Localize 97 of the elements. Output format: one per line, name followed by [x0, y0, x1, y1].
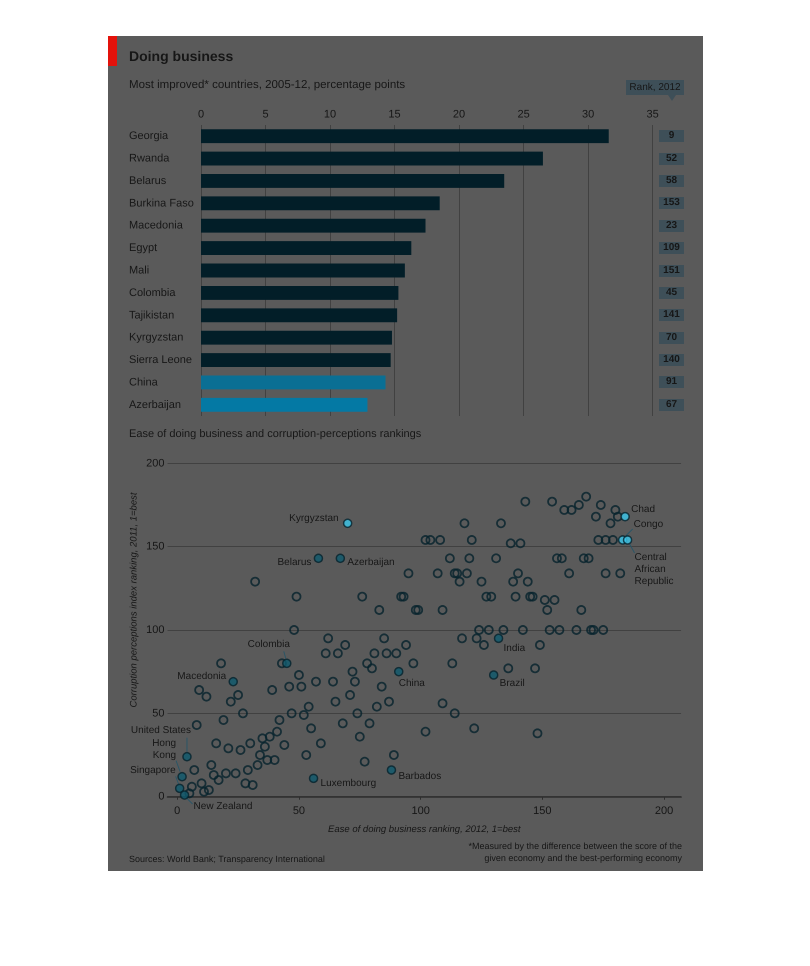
- point: [336, 554, 346, 564]
- x-tick-label: 0: [198, 108, 204, 120]
- y-tick-label: Kyrgyzstan: [129, 332, 184, 344]
- point: [308, 774, 318, 784]
- source-note: Sources: World Bank; Transparency International: [129, 853, 325, 865]
- point: [494, 634, 504, 644]
- bar: [201, 398, 368, 412]
- text: 67: [659, 398, 684, 411]
- y-tick-label: Macedonia: [129, 220, 184, 232]
- point: [182, 752, 192, 762]
- x-tick-label: 35: [646, 108, 659, 120]
- point: [228, 676, 238, 686]
- chart-title: Ease of doing business and corruption-perceptions rankings: [129, 428, 422, 442]
- y-tick-label: Rwanda: [129, 152, 170, 165]
- annotation: Congo: [634, 518, 664, 531]
- point: [180, 790, 190, 800]
- annotation: Central African Republic: [634, 552, 674, 588]
- text: 9: [659, 130, 684, 142]
- annotation: Belarus: [278, 557, 312, 570]
- bar: [201, 241, 412, 256]
- y-tick-label: 50: [152, 707, 164, 720]
- y-tick-label: Mali: [129, 264, 150, 276]
- x-tick-label: 100: [411, 805, 430, 818]
- y-tick-label: China: [129, 376, 159, 388]
- text: 91: [659, 376, 684, 388]
- text: *Measured by the difference between the score of the given economy and the best-performing economy: [468, 840, 682, 864]
- bar: [201, 375, 386, 390]
- point: [386, 765, 396, 775]
- y-tick-label: Burkina Faso: [129, 197, 194, 210]
- point: [342, 518, 352, 528]
- point: [314, 554, 324, 564]
- bar: [201, 264, 405, 278]
- x-axis-title: Ease of doing business ranking, 2012, 1=best: [328, 824, 521, 836]
- annotation: Barbados: [398, 771, 442, 784]
- x-tick-label: 200: [654, 805, 674, 818]
- bar: [201, 152, 543, 166]
- y-tick-label: Georgia: [129, 130, 170, 142]
- x-tick-label: 10: [324, 108, 336, 120]
- annotation: Brazil: [500, 678, 525, 690]
- bar: [201, 330, 392, 345]
- annotation: New Zealand: [194, 801, 252, 814]
- y-tick-label: Azerbaijan: [129, 398, 181, 411]
- text: Rank, 2012: [626, 80, 684, 95]
- x-tick-label: 30: [582, 108, 594, 120]
- annotation: Singapore: [130, 765, 176, 778]
- annotation: India: [504, 643, 526, 656]
- y-tick-label: Tajikistan: [129, 309, 174, 322]
- annotation: Kyrgyzstan: [289, 513, 339, 526]
- y-tick-label: Egypt: [129, 242, 158, 254]
- y-tick-label: 150: [146, 540, 164, 553]
- x-tick-label: 150: [533, 805, 552, 818]
- point: [177, 772, 187, 782]
- text: 58: [659, 174, 684, 187]
- annotation: China: [398, 678, 425, 690]
- bar: [201, 353, 391, 367]
- bar: [201, 174, 504, 188]
- annotation: Azerbaijan: [347, 557, 395, 570]
- annotation: Macedonia: [177, 670, 226, 683]
- x-tick-label: 20: [452, 108, 466, 120]
- y-tick-label: Belarus: [129, 174, 167, 187]
- x-tick-label: 50: [292, 805, 306, 818]
- text: 23: [659, 220, 684, 232]
- bar: [201, 129, 609, 144]
- text: 109: [659, 242, 684, 254]
- point: [488, 670, 498, 680]
- x-tick-label: 15: [388, 108, 401, 120]
- text: 70: [659, 332, 684, 344]
- annotation: Chad: [631, 504, 656, 516]
- x-tick-label: 25: [517, 108, 530, 120]
- bar: [201, 218, 426, 233]
- text: 52: [659, 152, 684, 165]
- point: [174, 784, 184, 794]
- annotation: Hong Kong: [151, 738, 176, 762]
- text: 45: [659, 286, 684, 299]
- text: 151: [659, 264, 684, 276]
- text: 153: [659, 197, 684, 210]
- bar: [201, 286, 398, 300]
- bar: [201, 196, 440, 210]
- x-tick-label: 5: [262, 108, 269, 120]
- annotation: Luxembourg: [320, 778, 376, 790]
- point: [622, 535, 632, 545]
- y-axis-title: Corruption perceptions index ranking, 2011, 1=best: [128, 492, 140, 708]
- y-tick-label: 200: [146, 457, 164, 470]
- y-tick-label: Colombia: [129, 286, 176, 299]
- y-tick-label: 100: [146, 624, 164, 636]
- point: [282, 658, 292, 668]
- point: [620, 512, 630, 522]
- text: 141: [659, 309, 684, 322]
- y-tick-label: Sierra Leone: [129, 354, 192, 366]
- point: [394, 666, 404, 676]
- text: 140: [659, 354, 684, 366]
- annotation: Colombia: [248, 639, 290, 652]
- annotation: United States: [130, 724, 191, 737]
- bar: [201, 308, 398, 322]
- chart-subtitle: Most improved* countries, 2005-12, percentage points: [129, 79, 406, 93]
- chart-title: Doing business: [129, 48, 234, 65]
- y-tick-label: 0: [158, 790, 164, 803]
